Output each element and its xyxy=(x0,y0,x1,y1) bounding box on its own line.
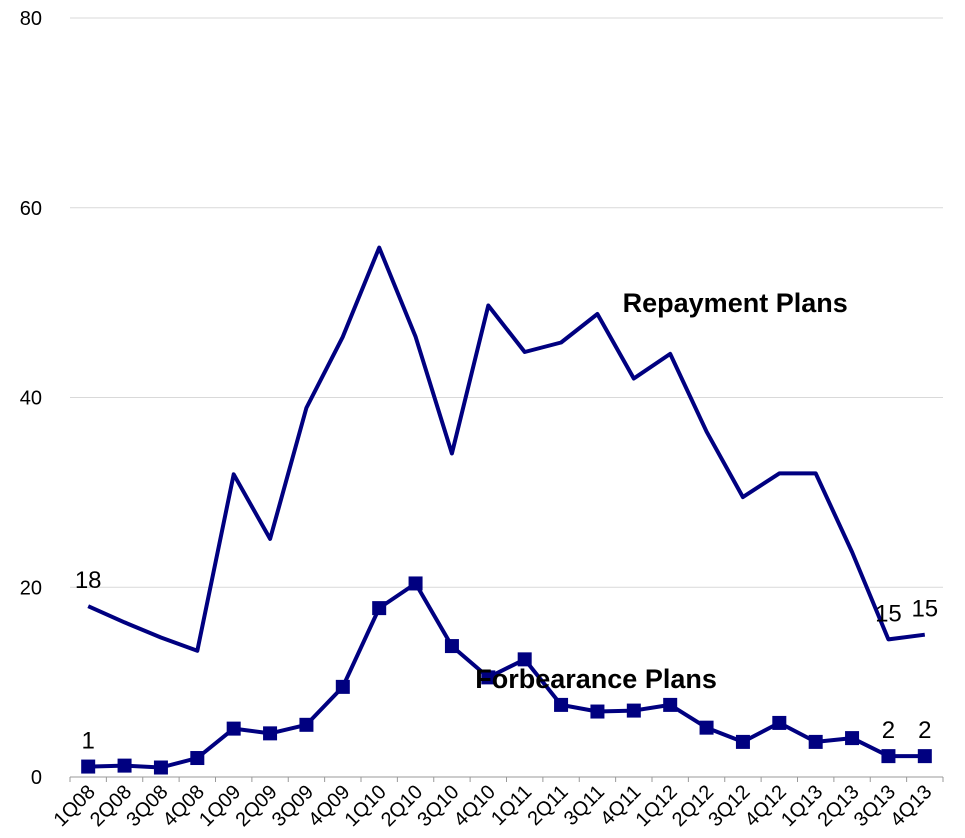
data-point-marker xyxy=(408,576,423,591)
x-tick-label: 2Q11 xyxy=(523,781,572,830)
data-point-marker xyxy=(444,639,459,654)
x-tick-label: 3Q12 xyxy=(704,781,754,831)
x-tick-label: 2Q13 xyxy=(813,781,863,831)
data-point-marker xyxy=(117,758,132,773)
y-axis: 0 20 40 60 80 xyxy=(20,8,42,789)
gridlines xyxy=(70,17,943,588)
data-label: 1 xyxy=(82,728,95,755)
data-point-marker xyxy=(372,601,387,616)
data-label: 15 xyxy=(875,600,902,627)
data-point-marker xyxy=(153,760,168,775)
series-name-label: Forbearance Plans xyxy=(475,664,717,694)
data-label: 18 xyxy=(75,567,102,594)
data-point-marker xyxy=(299,717,314,732)
y-tick-label: 0 xyxy=(31,767,42,789)
data-point-marker xyxy=(335,679,350,694)
x-tick-label: 4Q08 xyxy=(159,781,209,831)
data-point-marker xyxy=(481,670,496,685)
data-point-marker xyxy=(263,726,278,741)
x-tick-label: 3Q11 xyxy=(560,781,609,830)
data-point-marker xyxy=(517,652,532,667)
x-tick-label: 1Q13 xyxy=(777,781,827,831)
y-tick-label: 60 xyxy=(20,198,42,220)
series-markers xyxy=(81,576,932,775)
y-tick-label: 20 xyxy=(20,577,42,599)
x-tick-label: 3Q09 xyxy=(268,781,318,831)
x-tick-label: 1Q11 xyxy=(487,781,536,830)
data-point-marker xyxy=(663,697,678,712)
data-point-marker xyxy=(626,703,641,718)
series-name-label: Repayment Plans xyxy=(623,288,848,318)
data-label: 15 xyxy=(911,596,938,623)
x-tick-label: 4Q12 xyxy=(741,781,791,831)
x-tick-label: 2Q10 xyxy=(377,781,427,831)
data-point-marker xyxy=(808,734,823,749)
y-tick-label: 80 xyxy=(20,8,42,30)
x-tick-label: 3Q13 xyxy=(850,781,900,831)
series-line xyxy=(87,245,926,653)
data-point-marker xyxy=(881,749,896,764)
x-tick-label: 1Q10 xyxy=(341,781,391,831)
x-tick-label: 4Q13 xyxy=(886,781,936,831)
x-tick-label: 1Q08 xyxy=(50,781,100,831)
data-point-marker xyxy=(81,759,96,774)
data-point-marker xyxy=(917,749,932,764)
data-point-marker xyxy=(772,715,787,730)
x-tick-label: 3Q08 xyxy=(122,781,172,831)
data-point-marker xyxy=(845,731,860,746)
x-tick-label: 3Q10 xyxy=(413,781,463,831)
y-tick-label: 40 xyxy=(20,388,42,410)
x-tick-label: 2Q08 xyxy=(86,781,136,831)
data-label: 2 xyxy=(918,717,931,744)
data-point-marker xyxy=(226,721,241,736)
data-point-marker xyxy=(190,751,205,766)
data-labels: 18 15 15 1 2 2 Repayment Plans Forbearance Plan… xyxy=(75,288,938,755)
data-point-marker xyxy=(735,734,750,749)
x-tick-label: 4Q10 xyxy=(450,781,500,831)
data-point-marker xyxy=(554,697,569,712)
x-tick-label: 4Q09 xyxy=(304,781,354,831)
data-label: 2 xyxy=(882,717,895,744)
data-point-marker xyxy=(590,704,605,719)
x-tick-label: 1Q09 xyxy=(195,781,245,831)
x-tick-label: 2Q12 xyxy=(668,781,718,831)
data-point-marker xyxy=(699,720,714,735)
x-tick-label: 1Q12 xyxy=(632,781,682,831)
x-tick-label: 2Q09 xyxy=(231,781,281,831)
x-axis: 1Q082Q083Q084Q081Q092Q093Q094Q091Q102Q10… xyxy=(50,776,944,831)
